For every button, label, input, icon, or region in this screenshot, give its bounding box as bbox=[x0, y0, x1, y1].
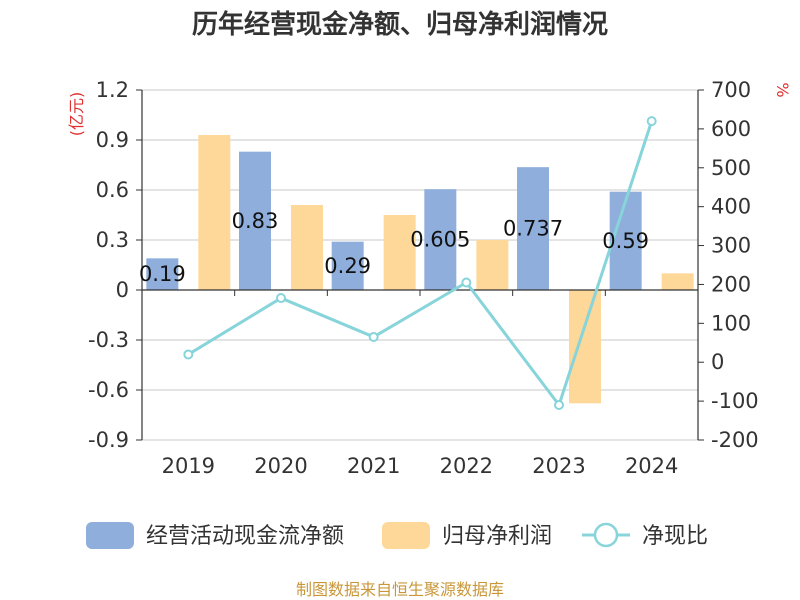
x-axis-tick-label: 2024 bbox=[625, 454, 678, 478]
line-point-2024 bbox=[646, 116, 657, 127]
bar-经营活动现金流净额-2022 bbox=[424, 189, 457, 290]
chart-title: 历年经营现金净额、归母净利润情况 bbox=[192, 9, 608, 40]
left-axis-unit: (亿元) bbox=[67, 92, 86, 137]
axes: 1.2 0.9 0.6 0.3 0 -0.3 -0.6 -0.9 700 600 500 400 300… bbox=[88, 78, 759, 478]
legend-swatch-经营活动现金流净额 bbox=[86, 522, 134, 549]
legend-label: 净现比 bbox=[642, 524, 708, 549]
right-axis-tick-label: 700 bbox=[711, 78, 751, 102]
right-axis-unit: % bbox=[773, 82, 792, 97]
right-axis-tick-label: 400 bbox=[711, 195, 751, 219]
x-axis-tick-label: 2020 bbox=[254, 454, 307, 478]
legend-swatch-归母净利润 bbox=[382, 522, 430, 549]
x-axis-tick-label: 2019 bbox=[162, 454, 215, 478]
legend: 经营活动现金流净额 归母净利润 净现比 bbox=[86, 522, 708, 549]
bar-归母净利润-2022 bbox=[476, 240, 509, 290]
data-label-2020: 0.83 bbox=[232, 209, 279, 233]
bar-归母净利润-2020 bbox=[291, 205, 323, 290]
line-series bbox=[183, 116, 657, 410]
source-note: 制图数据来自恒生聚源数据库 bbox=[296, 580, 504, 599]
line-point-2020 bbox=[276, 293, 286, 304]
data-label-2022: 0.605 bbox=[410, 228, 470, 252]
right-axis-tick-label: 200 bbox=[711, 272, 751, 296]
left-axis-tick-label: -0.9 bbox=[88, 428, 129, 452]
right-axis-tick-label: 600 bbox=[711, 117, 751, 141]
data-label-2019: 0.19 bbox=[139, 262, 186, 286]
legend-label: 归母净利润 bbox=[442, 524, 552, 549]
bar-经营活动现金流净额-2023 bbox=[517, 167, 549, 290]
gridlines bbox=[142, 89, 698, 441]
data-label-2024: 0.59 bbox=[602, 229, 649, 253]
x-axis-tick-label: 2023 bbox=[532, 454, 585, 478]
legend-marker-净现比 bbox=[593, 522, 619, 548]
line-point-2023 bbox=[554, 400, 564, 410]
left-axis-tick-label: 1.2 bbox=[96, 78, 129, 102]
left-axis-tick-label: 0.9 bbox=[96, 128, 129, 152]
data-labels: 0.19 0.83 0.29 0.605 0.737 0.59 bbox=[139, 209, 649, 286]
line-净现比 bbox=[187, 120, 654, 407]
left-axis-tick-label: 0 bbox=[116, 278, 129, 302]
legend-label: 经营活动现金流净额 bbox=[146, 524, 344, 549]
left-axis-tick-label: -0.3 bbox=[88, 328, 129, 352]
bar-经营活动现金流净额-2021 bbox=[331, 241, 364, 290]
right-axis-tick-label: 500 bbox=[711, 156, 751, 180]
bar-经营活动现金流净额-2019 bbox=[146, 258, 179, 290]
right-axis-tick-label: 300 bbox=[711, 234, 751, 258]
left-axis-tick-label: -0.6 bbox=[88, 378, 129, 402]
left-axis-tick-label: 0.3 bbox=[96, 228, 129, 252]
bar-归母净利润-2023 bbox=[569, 290, 601, 404]
data-label-2023: 0.737 bbox=[503, 217, 563, 241]
bar-归母净利润-2019 bbox=[198, 135, 231, 290]
right-axis-tick-label: 0 bbox=[711, 350, 724, 374]
right-axis-tick-label: -200 bbox=[711, 428, 759, 452]
bar-经营活动现金流净额-2020 bbox=[239, 151, 271, 290]
bar-series bbox=[146, 135, 694, 404]
x-axis-tick-label: 2021 bbox=[347, 454, 400, 478]
left-axis-tick-label: 0.6 bbox=[96, 178, 129, 202]
bar-归母净利润-2021 bbox=[383, 215, 416, 290]
data-label-2021: 0.29 bbox=[324, 254, 371, 278]
x-axis-tick-label: 2022 bbox=[440, 454, 493, 478]
right-axis-tick-label: -100 bbox=[711, 389, 759, 413]
line-point-2019 bbox=[183, 349, 194, 360]
bar-经营活动现金流净额-2024 bbox=[609, 191, 642, 290]
line-point-2022 bbox=[461, 277, 472, 288]
bar-归母净利润-2024 bbox=[661, 273, 694, 290]
right-axis-tick-label: 100 bbox=[711, 311, 751, 335]
line-point-2021 bbox=[368, 331, 379, 342]
